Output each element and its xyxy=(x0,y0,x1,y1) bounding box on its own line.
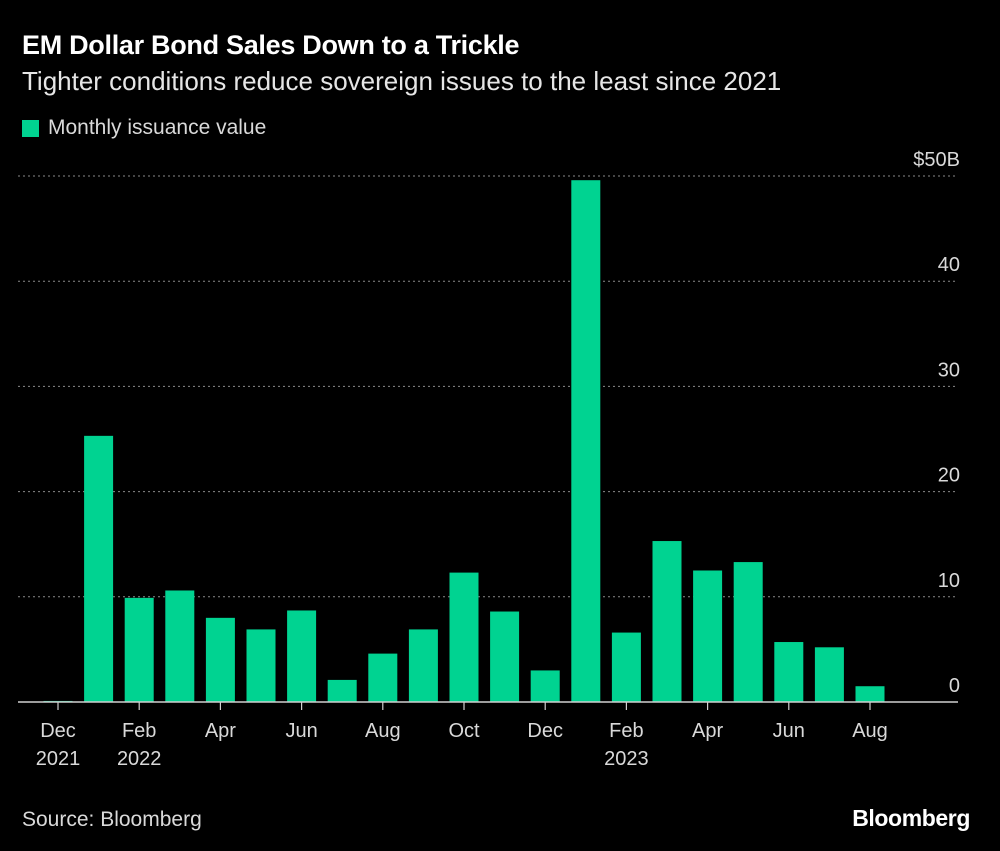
x-tick-label: Aug xyxy=(365,720,401,742)
y-tick-label: 20 xyxy=(938,465,960,487)
bar xyxy=(449,572,479,702)
bar xyxy=(652,541,682,702)
bar xyxy=(774,642,804,702)
legend-swatch xyxy=(22,119,39,137)
y-tick-label: 10 xyxy=(938,570,960,592)
bar xyxy=(205,617,235,702)
bar xyxy=(571,180,601,702)
y-tick-label: 30 xyxy=(938,359,960,381)
x-tick-label: Feb xyxy=(122,720,156,742)
x-tick-year-label: 2021 xyxy=(36,748,81,770)
x-tick-label: Jun xyxy=(773,720,805,742)
legend: Monthly issuance value xyxy=(22,116,266,140)
y-tick-label: 40 xyxy=(938,254,960,276)
bar xyxy=(733,562,763,702)
x-tick-year-label: 2022 xyxy=(117,748,162,770)
brand-logo: Bloomberg xyxy=(852,805,970,831)
bar xyxy=(84,435,114,702)
bar xyxy=(611,632,641,702)
x-tick-label: Jun xyxy=(285,720,317,742)
source-note: Source: Bloomberg xyxy=(22,808,202,831)
bar xyxy=(165,590,195,702)
bars xyxy=(43,180,885,702)
bar xyxy=(124,597,154,702)
bar xyxy=(530,670,560,702)
x-tick-year-label: 2023 xyxy=(604,748,649,770)
bar xyxy=(408,629,438,702)
x-tick-label: Feb xyxy=(609,720,643,742)
x-tick-label: Dec xyxy=(527,720,563,742)
legend-label: Monthly issuance value xyxy=(48,116,267,139)
chart-title: EM Dollar Bond Sales Down to a Trickle xyxy=(22,30,520,60)
gridlines xyxy=(18,175,958,598)
bar xyxy=(327,679,357,702)
x-tick-label: Aug xyxy=(852,720,888,742)
bar xyxy=(693,570,723,702)
chart-subtitle: Tighter conditions reduce sovereign issu… xyxy=(22,66,782,96)
bar xyxy=(855,686,885,702)
y-tick-label: 0 xyxy=(949,675,960,697)
bar xyxy=(368,653,398,702)
x-tick-label: Oct xyxy=(448,720,480,742)
axes: 0 10 20 30 40 $50B Dec 2021 Feb 2022 Apr Jun Aug Oct D… xyxy=(18,149,960,770)
x-tick-label: Apr xyxy=(205,720,236,742)
x-tick-label: Dec xyxy=(40,720,76,742)
x-tick-label: Apr xyxy=(692,720,723,742)
bar xyxy=(814,647,844,702)
bar xyxy=(246,629,276,702)
bar xyxy=(490,611,520,702)
y-tick-label: $50B xyxy=(913,149,960,171)
bar xyxy=(287,610,317,702)
